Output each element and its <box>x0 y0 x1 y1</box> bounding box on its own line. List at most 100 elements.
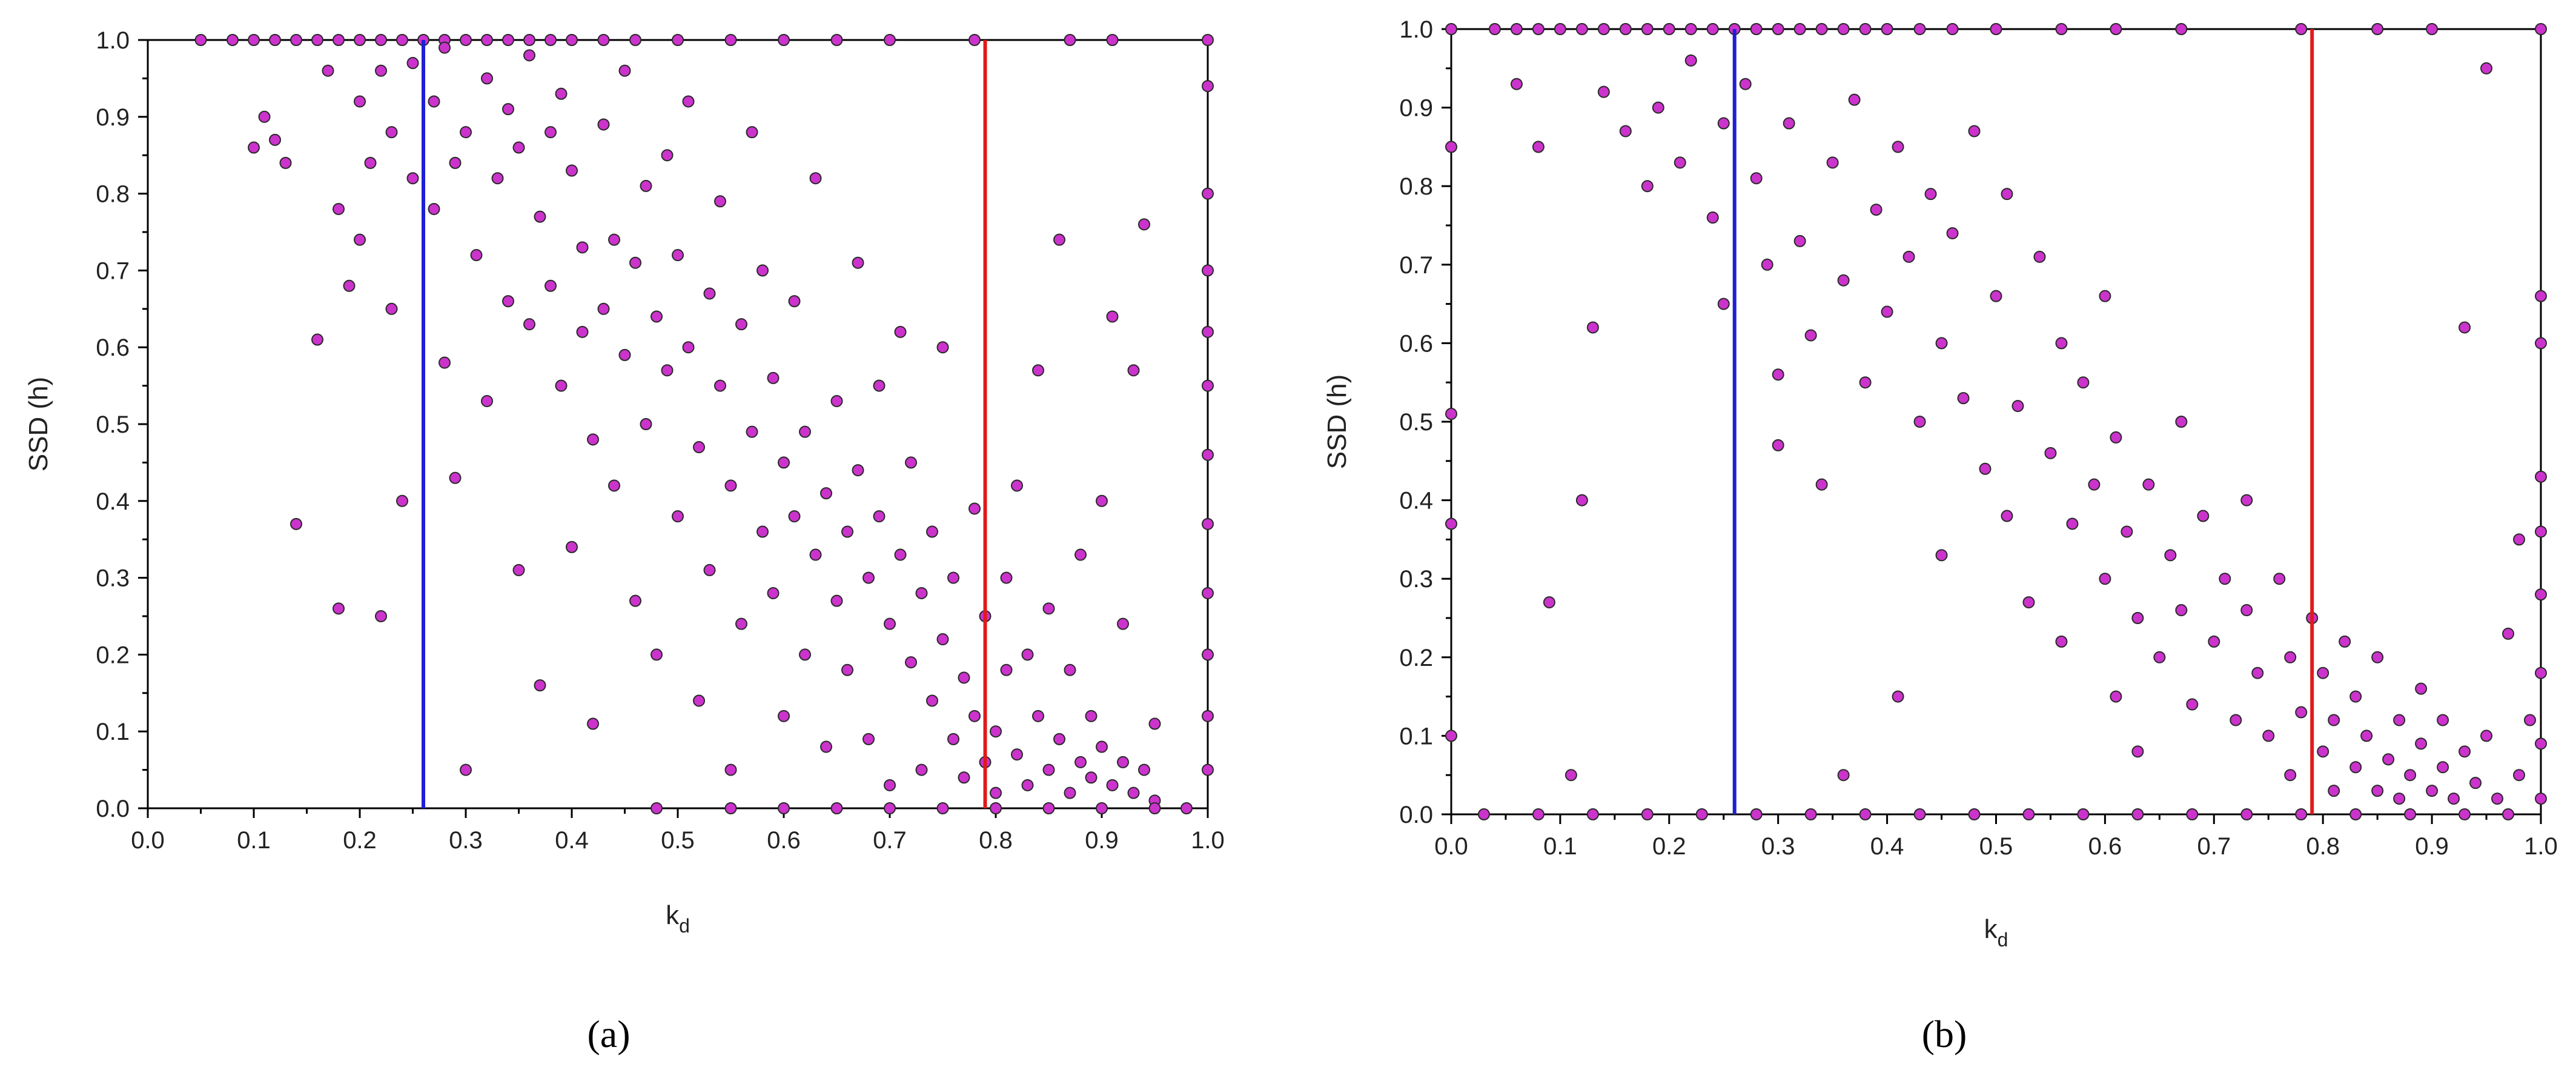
scatter-point <box>1837 274 1850 287</box>
scatter-point <box>936 341 949 354</box>
scatter-point <box>1968 125 1981 138</box>
scatter-point <box>1619 23 1632 35</box>
scatter-point <box>1881 305 1893 318</box>
scatter-point <box>1064 786 1076 799</box>
scatter-point <box>936 802 949 814</box>
scatter-point <box>2273 573 2286 585</box>
scatter-point <box>2055 635 2068 648</box>
x-tick-label: 0.1 <box>1543 833 1577 860</box>
scatter-point <box>1652 101 1664 114</box>
scatter-point <box>1859 23 1872 35</box>
scatter-point <box>1096 740 1108 753</box>
scatter-point <box>788 295 801 308</box>
scatter-point <box>2001 510 2013 522</box>
scatter-point <box>375 64 387 77</box>
scatter-point <box>1117 756 1129 768</box>
scatter-point <box>1826 156 1839 169</box>
scatter-point <box>460 763 472 776</box>
scatter-point <box>2044 447 2057 459</box>
scatter-point <box>555 87 568 100</box>
y-tick-label: 0.6 <box>96 334 130 361</box>
scatter-point <box>1641 808 1654 820</box>
y-tick-label: 0.2 <box>96 642 130 668</box>
scatter-point <box>502 295 514 308</box>
scatter-point <box>618 348 631 361</box>
scatter-point <box>672 510 684 523</box>
scatter-point <box>333 34 345 46</box>
scatter-point <box>915 587 928 599</box>
scatter-point <box>1202 264 1214 277</box>
scatter-point <box>629 34 641 46</box>
scatter-point <box>1619 125 1632 138</box>
scatter-point <box>1000 571 1013 584</box>
scatter-point <box>778 710 790 722</box>
scatter-point <box>2371 651 2384 663</box>
scatter-point <box>1859 808 1872 820</box>
scatter-point <box>2208 635 2220 648</box>
scatter-point <box>1913 23 1926 35</box>
scatter-point <box>354 95 366 108</box>
y-axis-label: SSD (h) <box>1322 374 1352 469</box>
scatter-point <box>724 763 737 776</box>
scatter-point <box>1783 117 1795 130</box>
scatter-point <box>2197 510 2210 522</box>
scatter-point <box>2480 730 2493 742</box>
scatter-point <box>2295 706 2308 719</box>
scatter-point <box>1032 364 1044 377</box>
scatter-point <box>1695 808 1708 820</box>
y-tick-label: 0.3 <box>1399 566 1433 593</box>
scatter-point <box>481 394 493 407</box>
scatter-point <box>1597 85 1610 98</box>
scatter-point <box>1202 648 1214 661</box>
scatter-point <box>576 325 589 338</box>
scatter-point <box>1717 297 1730 310</box>
scatter-point <box>428 95 440 108</box>
scatter-point <box>2382 753 2395 766</box>
scatter-point <box>555 379 568 392</box>
scatter-point <box>1804 329 1817 342</box>
scatter-point <box>884 802 896 814</box>
scatter-point <box>1935 549 1948 562</box>
y-tick-label: 0.8 <box>1399 173 1433 200</box>
scatter-point <box>1202 34 1214 46</box>
scatter-point <box>841 663 853 676</box>
scatter-point <box>1127 364 1140 377</box>
scatter-point <box>1892 141 1904 153</box>
scatter-point <box>2393 714 2406 726</box>
scatter-point <box>2415 682 2428 695</box>
scatter-point <box>2448 793 2460 805</box>
scatter-point <box>2033 250 2046 263</box>
scatter-point <box>1064 34 1076 46</box>
scatter-point <box>502 103 514 116</box>
scatter-point <box>248 141 260 154</box>
scatter-point <box>2164 549 2177 562</box>
scatter-point <box>194 34 207 46</box>
scatter-point <box>1445 141 1457 153</box>
x-tick-label: 0.3 <box>449 827 483 854</box>
scatter-point <box>449 156 462 169</box>
y-tick-label: 0.3 <box>96 565 130 592</box>
scatter-point <box>2426 23 2439 35</box>
scatter-point <box>2404 808 2417 820</box>
scatter-point <box>1946 23 1959 35</box>
scatter-point <box>2426 785 2439 797</box>
scatter-point <box>460 126 472 139</box>
scatter-point <box>2186 698 2199 711</box>
scatter-point <box>2491 793 2504 805</box>
scatter-point <box>311 34 323 46</box>
scatter-point <box>767 371 780 384</box>
scatter-point <box>1641 180 1654 193</box>
scatter-point <box>661 364 674 377</box>
y-tick-label: 0.5 <box>1399 409 1433 436</box>
scatter-point <box>1554 23 1566 35</box>
scatter-point <box>523 49 535 62</box>
x-tick-label: 0.8 <box>979 827 1013 854</box>
scatter-point <box>1445 730 1457 742</box>
scatter-point <box>1892 690 1904 703</box>
scatter-point <box>248 34 260 46</box>
scatter-point <box>1641 23 1654 35</box>
scatter-point <box>566 540 578 553</box>
scatter-point <box>830 394 843 407</box>
scatter-point <box>990 786 1002 799</box>
y-tick-label: 0.9 <box>1399 95 1433 122</box>
